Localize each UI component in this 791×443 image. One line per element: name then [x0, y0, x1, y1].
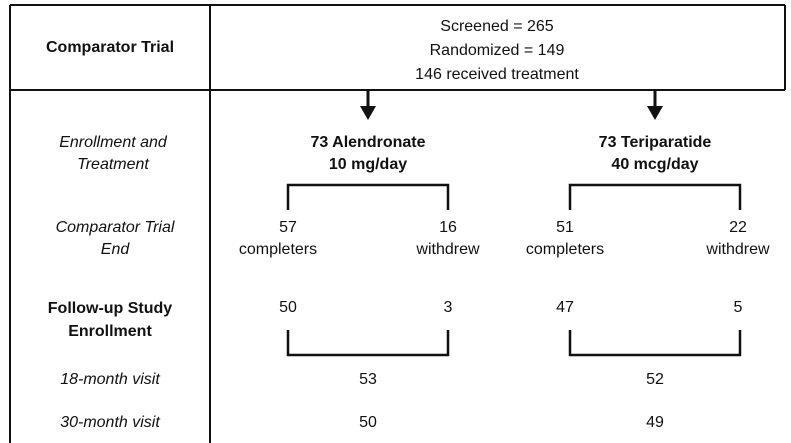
- arrow-head: [360, 106, 376, 120]
- row-label: Follow-up Study: [48, 300, 173, 317]
- count: 52: [646, 371, 664, 388]
- header-title: Comparator Trial: [46, 39, 174, 56]
- count: 57: [279, 219, 297, 236]
- count: 50: [359, 414, 377, 431]
- row-label: 18-month visit: [60, 371, 160, 388]
- count: 3: [444, 299, 453, 316]
- header-line: Randomized = 149: [430, 42, 565, 59]
- header-line: Screened = 265: [440, 18, 554, 35]
- count: 22: [729, 219, 747, 236]
- row-label: Enrollment and: [59, 134, 168, 151]
- count: 49: [646, 414, 664, 431]
- count-label: completers: [526, 241, 604, 258]
- bracket: [286, 183, 450, 210]
- arm-name: 40 mcg/day: [611, 156, 698, 173]
- row-label: End: [101, 241, 131, 258]
- count: 47: [556, 299, 574, 316]
- arrow-head: [647, 106, 663, 120]
- count: 5: [734, 299, 743, 316]
- count-label: completers: [239, 241, 317, 258]
- arm-name: 10 mg/day: [329, 156, 407, 173]
- row-label: Treatment: [77, 156, 149, 173]
- count: 51: [556, 219, 574, 236]
- count-label: withdrew: [705, 241, 770, 258]
- count-label: withdrew: [415, 241, 480, 258]
- row-label: 30-month visit: [60, 414, 160, 431]
- arm-name: 73 Alendronate: [311, 134, 426, 151]
- count: 50: [279, 299, 297, 316]
- count: 53: [359, 371, 377, 388]
- bracket: [568, 330, 742, 357]
- header-line: 146 received treatment: [415, 66, 579, 83]
- bracket: [286, 330, 450, 357]
- bracket: [568, 183, 742, 210]
- row-label: Enrollment: [68, 323, 152, 340]
- count: 16: [439, 219, 457, 236]
- row-label: Comparator Trial: [56, 219, 175, 236]
- arm-name: 73 Teriparatide: [599, 134, 712, 151]
